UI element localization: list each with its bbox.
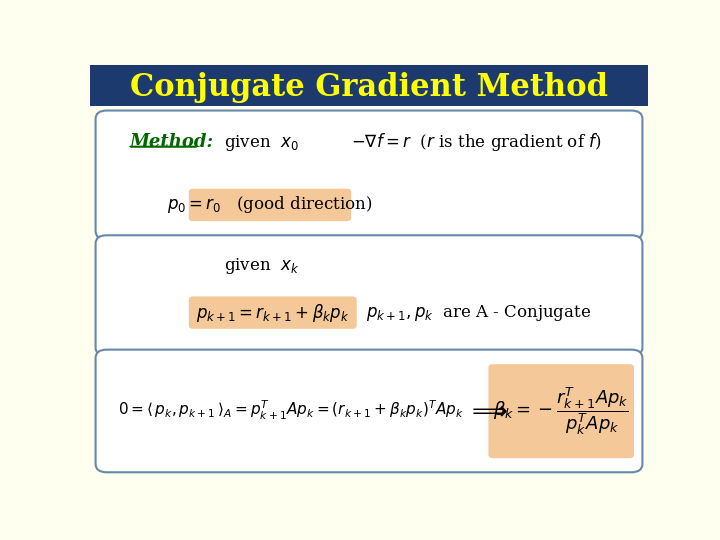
Text: Method:: Method: — [129, 133, 213, 151]
Text: $0 =\langle\, p_k, p_{k+1}\,\rangle_A = p_{k+1}^T A p_k = (r_{k+1} + \beta_k p_k: $0 =\langle\, p_k, p_{k+1}\,\rangle_A = … — [118, 399, 464, 422]
Text: $\beta_k = -\dfrac{r_{k+1}^T A p_k}{p_k^T A p_k}$: $\beta_k = -\dfrac{r_{k+1}^T A p_k}{p_k^… — [493, 385, 629, 437]
Text: $p_0 = r_0$   (good direction): $p_0 = r_0$ (good direction) — [167, 194, 372, 215]
Text: Conjugate Gradient Method: Conjugate Gradient Method — [130, 72, 608, 103]
Text: given  $x_k$: given $x_k$ — [224, 256, 300, 276]
FancyBboxPatch shape — [189, 188, 351, 221]
FancyBboxPatch shape — [96, 235, 642, 356]
Text: $p_{k+1}, p_k$  are A - Conjugate: $p_{k+1}, p_k$ are A - Conjugate — [366, 302, 591, 322]
FancyBboxPatch shape — [96, 349, 642, 472]
FancyBboxPatch shape — [96, 111, 642, 239]
Text: given  $x_0$          $-\nabla f = r$  ($r$ is the gradient of $f$): given $x_0$ $-\nabla f = r$ ($r$ is the … — [224, 131, 601, 153]
FancyBboxPatch shape — [90, 65, 648, 106]
FancyBboxPatch shape — [488, 364, 634, 458]
Text: $p_{k+1} = r_{k+1} + \beta_k p_k$: $p_{k+1} = r_{k+1} + \beta_k p_k$ — [197, 302, 350, 323]
Text: $\Longrightarrow$: $\Longrightarrow$ — [467, 399, 508, 423]
FancyBboxPatch shape — [189, 296, 356, 329]
